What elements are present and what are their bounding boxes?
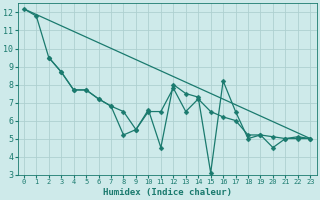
- X-axis label: Humidex (Indice chaleur): Humidex (Indice chaleur): [103, 188, 232, 197]
